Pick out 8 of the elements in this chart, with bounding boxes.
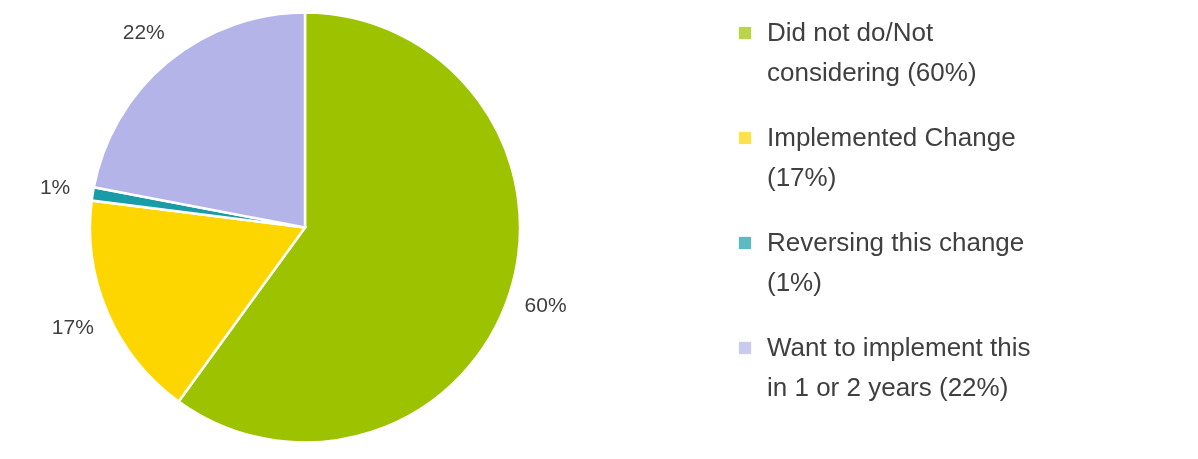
data-label: 60% <box>524 292 567 316</box>
data-label: 17% <box>51 314 94 338</box>
legend-label: Implemented Change (17%) <box>767 122 1016 192</box>
data-label: 1% <box>39 174 71 198</box>
legend-label: Want to implement this in 1 or 2 years (22%) <box>767 332 1031 402</box>
legend-label: Reversing this change (1%) <box>767 227 1025 297</box>
legend-label: Did not do/Not considering (60%) <box>767 17 977 87</box>
data-label: 22% <box>122 19 165 43</box>
